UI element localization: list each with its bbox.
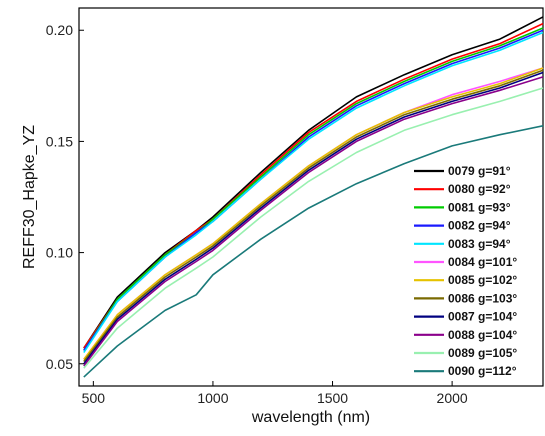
series-line-4 (83, 31, 544, 354)
x-axis-label: wavelength (nm) (251, 409, 370, 426)
legend-label: 0082 g=94° (448, 219, 511, 233)
y-ticks: 0.05 0.10 0.15 0.20 (46, 22, 84, 372)
legend-label: 0084 g=101° (448, 255, 517, 269)
series-line-6 (83, 67, 544, 360)
series-layer (83, 16, 544, 378)
legend-label: 0080 g=92° (448, 182, 511, 196)
legend-label: 0085 g=102° (448, 273, 517, 287)
legend-label: 0087 g=104° (448, 310, 517, 324)
legend: 0079 g=91° 0080 g=92° 0081 g=93° 0082 g=94°… (414, 164, 517, 378)
y-tick-label: 0.20 (46, 22, 73, 38)
series-line-7 (83, 69, 544, 362)
legend-label: 0088 g=104° (448, 328, 517, 342)
series-line-10 (83, 87, 544, 369)
x-tick-label: 2000 (437, 390, 468, 406)
y-tick-label: 0.05 (46, 356, 73, 372)
y-tick-label: 0.15 (46, 133, 73, 149)
series-line-9 (83, 76, 544, 367)
x-tick-label: 500 (82, 390, 106, 406)
x-tick-label: 1000 (197, 390, 228, 406)
x-ticks: 500 1000 1500 2000 (82, 381, 468, 406)
legend-label: 0090 g=112° (448, 364, 517, 378)
legend-label: 0089 g=105° (448, 346, 517, 360)
plot-frame (78, 7, 544, 387)
legend-label: 0081 g=93° (448, 200, 511, 214)
series-line-11 (83, 125, 544, 378)
series-line-8 (83, 71, 544, 365)
x-tick-label: 1500 (317, 390, 348, 406)
legend-label: 0083 g=94° (448, 237, 511, 251)
y-tick-label: 0.10 (46, 245, 73, 261)
legend-label: 0086 g=103° (448, 291, 517, 305)
legend-label: 0079 g=91° (448, 164, 511, 178)
series-line-0 (83, 16, 544, 349)
series-line-2 (83, 27, 544, 351)
y-axis-label: REFF30_Hapke_YZ (21, 125, 38, 269)
